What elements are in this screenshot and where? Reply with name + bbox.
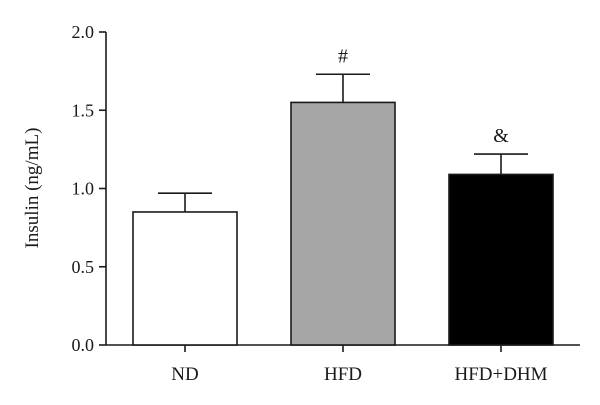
bars: #& [132,45,554,346]
y-tick-label: 2.0 [72,22,95,42]
y-tick-label: 1.0 [72,179,95,199]
significance-marker: # [338,45,348,67]
bar-hfd-dhm [448,173,554,346]
axes: 0.0 0.5 1.0 1.5 2.0 ND HFD HFD+DHM [72,22,580,385]
y-axis-title: Insulin (ng/mL) [22,128,43,249]
y-tick-label: 1.5 [72,100,95,120]
x-category-label: HFD [324,364,362,385]
y-tick-label: 0.5 [72,257,95,277]
bar-hfd [290,101,396,346]
bar-nd [132,211,238,346]
significance-marker: & [493,125,509,147]
y-tick-label: 0.0 [72,335,95,355]
x-category-label: ND [171,364,198,385]
x-category-label: HFD+DHM [454,364,547,385]
